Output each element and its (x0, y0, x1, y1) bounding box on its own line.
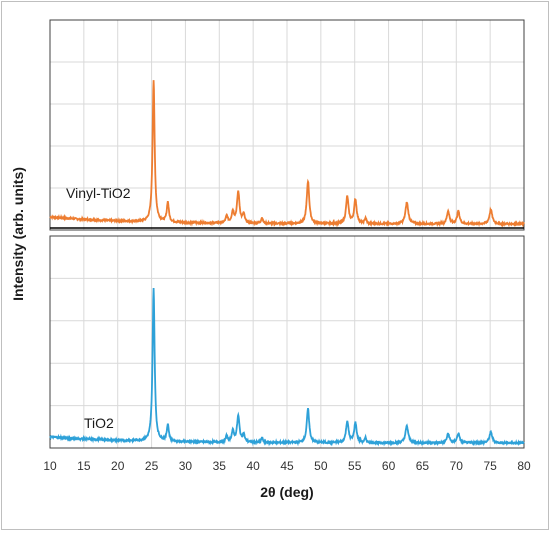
x-tick-label: 50 (314, 459, 328, 473)
x-tick-label: 25 (145, 459, 159, 473)
x-tick-label: 80 (517, 459, 531, 473)
x-tick-label: 55 (348, 459, 362, 473)
x-axis-label: 2θ (deg) (260, 484, 313, 500)
x-tick-label: 70 (450, 459, 464, 473)
panel-tio2: TiO2 (49, 235, 525, 449)
x-tick-label: 15 (77, 459, 91, 473)
x-tick-label: 40 (246, 459, 260, 473)
x-tick-label: 35 (213, 459, 227, 473)
panel-tio2-frame (49, 235, 525, 449)
series-line-vinyl-tio2 (49, 80, 525, 228)
x-tick-label: 45 (280, 459, 294, 473)
x-tick-label: 20 (111, 459, 125, 473)
x-tick-label: 60 (382, 459, 396, 473)
series-label-tio2: TiO2 (84, 415, 114, 431)
y-axis-label: Intensity (arb. units) (10, 167, 26, 301)
panel-vinyl-tio2: Vinyl-TiO2 (49, 19, 525, 231)
x-tick-labels: 10 15 20 25 30 35 40 45 50 55 60 65 70 75 80 (43, 459, 531, 473)
panel-vinyl-tio2-frame (49, 19, 525, 231)
x-tick-label: 30 (179, 459, 193, 473)
series-line-tio2 (49, 288, 525, 447)
series-label-vinyl-tio2: Vinyl-TiO2 (66, 185, 131, 201)
x-tick-label: 75 (483, 459, 497, 473)
x-tick-label: 65 (416, 459, 430, 473)
x-tick-label: 10 (43, 459, 57, 473)
